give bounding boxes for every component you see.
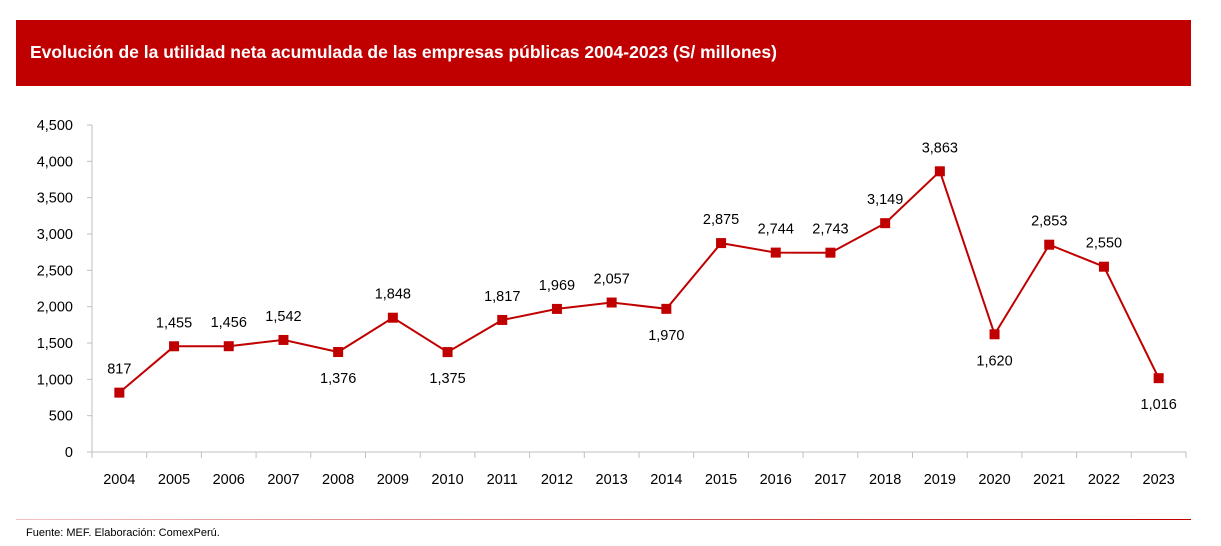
- x-tick-label: 2011: [487, 472, 518, 488]
- y-tick-label: 2,000: [37, 300, 73, 316]
- data-point: [387, 312, 398, 323]
- data-point: [497, 314, 508, 325]
- data-label: 1,376: [320, 371, 356, 387]
- chart-title: Evolución de la utilidad neta acumulada …: [30, 42, 777, 62]
- x-tick-label: 2010: [431, 472, 463, 488]
- y-tick-label: 4,000: [37, 154, 73, 170]
- data-label: 1,817: [484, 289, 520, 305]
- x-tick-label: 2013: [596, 472, 628, 488]
- x-tick-label: 2017: [814, 472, 846, 488]
- data-label: 2,550: [1086, 236, 1122, 252]
- data-label: 1,375: [429, 371, 465, 387]
- data-point: [223, 341, 234, 352]
- y-tick-label: 2,500: [37, 263, 73, 279]
- data-label: 3,149: [867, 192, 903, 208]
- data-point: [880, 218, 891, 229]
- data-point: [716, 238, 727, 249]
- data-label: 817: [107, 362, 131, 378]
- x-tick-label: 2018: [869, 472, 901, 488]
- data-label: 3,863: [922, 140, 958, 156]
- data-point: [114, 387, 125, 398]
- data-label: 1,542: [265, 309, 301, 325]
- data-point: [1153, 373, 1164, 384]
- x-tick-label: 2022: [1088, 472, 1120, 488]
- y-tick-label: 3,500: [37, 191, 73, 207]
- source-note: Fuente: MEF. Elaboración: ComexPerú.: [26, 527, 220, 539]
- data-point: [1098, 261, 1109, 272]
- data-point: [442, 347, 453, 358]
- data-label: 2,744: [758, 222, 794, 238]
- x-tick-label: 2008: [322, 472, 354, 488]
- x-tick-label: 2005: [158, 472, 190, 488]
- x-tick-label: 2007: [267, 472, 299, 488]
- data-label: 1,620: [976, 353, 1012, 369]
- x-tick-label: 2019: [924, 472, 956, 488]
- x-tick-label: 2016: [760, 472, 792, 488]
- data-label: 1,456: [211, 315, 247, 331]
- data-point: [606, 297, 617, 308]
- data-label: 2,057: [594, 272, 630, 288]
- x-tick-label: 2012: [541, 472, 573, 488]
- series-line: [118, 169, 1160, 394]
- data-point: [551, 303, 562, 314]
- x-tick-label: 2015: [705, 472, 737, 488]
- data-label: 1,455: [156, 315, 192, 331]
- x-tick-label: 2021: [1033, 472, 1065, 488]
- y-tick-label: 500: [49, 409, 73, 425]
- data-label: 2,853: [1031, 214, 1067, 230]
- data-point: [169, 341, 180, 352]
- chart-title-bar: Evolución de la utilidad neta acumulada …: [16, 20, 1191, 86]
- y-tick-label: 3,000: [37, 227, 73, 243]
- data-point: [989, 329, 1000, 340]
- x-tick-label: 2006: [213, 472, 245, 488]
- data-point: [934, 166, 945, 177]
- data-label: 1,016: [1141, 397, 1177, 413]
- x-tick-label: 2009: [377, 472, 409, 488]
- data-point: [825, 247, 836, 258]
- x-tick-label: 2023: [1143, 472, 1175, 488]
- data-point: [1044, 239, 1055, 250]
- data-point: [770, 247, 781, 258]
- y-tick-label: 1,000: [37, 372, 73, 388]
- y-tick-label: 1,500: [37, 336, 73, 352]
- data-point: [661, 303, 672, 314]
- footer-divider: [16, 519, 1191, 520]
- data-label: 1,970: [648, 328, 684, 344]
- x-tick-label: 2004: [103, 472, 135, 488]
- data-label: 2,743: [812, 222, 848, 238]
- x-tick-label: 2020: [978, 472, 1010, 488]
- data-label: 2,875: [703, 212, 739, 228]
- y-tick-label: 4,500: [37, 118, 73, 134]
- data-point: [278, 334, 289, 345]
- y-tick-label: 0: [65, 445, 73, 461]
- data-point: [333, 347, 344, 358]
- data-label: 1,848: [375, 287, 411, 303]
- x-tick-label: 2014: [650, 472, 682, 488]
- data-label: 1,969: [539, 278, 575, 294]
